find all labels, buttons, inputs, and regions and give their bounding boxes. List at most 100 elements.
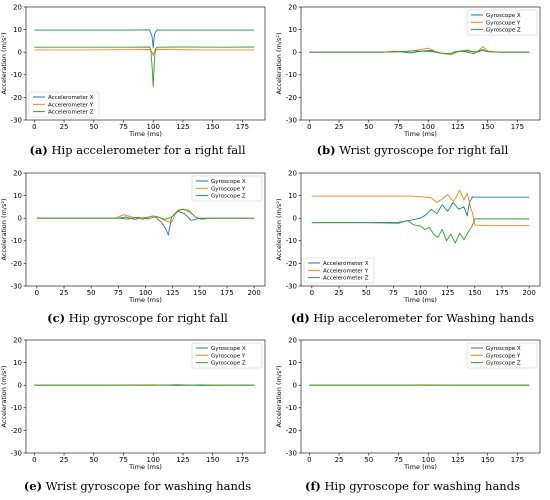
x-tick-label: 75 [394, 123, 403, 131]
x-tick-label: 175 [511, 123, 524, 131]
x-tick-label: 75 [119, 123, 128, 131]
y-tick-label: 20 [13, 3, 22, 11]
x-tick-label: 100 [422, 123, 435, 131]
legend-label: Accelerometer Z [48, 110, 94, 116]
legend-label: Gyroscope Z [211, 361, 246, 367]
y-tick-label: -30 [286, 282, 297, 290]
caption-text-f: Hip gyroscope for washing hands [324, 479, 520, 493]
y-axis-label: Acceleration (m/s²) [275, 32, 283, 94]
y-axis-label: Acceleration (m/s²) [0, 198, 8, 260]
x-tick-label: 0 [307, 123, 311, 131]
x-tick-label: 0 [32, 456, 36, 464]
y-tick-label: -10 [286, 71, 297, 79]
x-tick-label: 125 [176, 123, 189, 131]
y-tick-label: 0 [293, 49, 297, 57]
caption-a: (a) Hip accelerometer for a right fall [0, 143, 275, 157]
x-tick-label: 175 [236, 456, 249, 464]
y-tick-label: -20 [11, 94, 22, 102]
legend-label: Accelerometer Y [323, 268, 369, 274]
y-tick-label: 10 [13, 26, 22, 34]
x-tick-label: 25 [60, 456, 69, 464]
x-tick-label: 50 [364, 456, 373, 464]
legend-label: Accelerometer X [48, 95, 94, 101]
x-tick-label: 0 [307, 456, 311, 464]
x-axis-label: Time (ms) [128, 296, 162, 304]
x-tick-label: 50 [87, 289, 96, 297]
y-tick-label: -10 [286, 404, 297, 412]
y-axis-label: Acceleration (m/s²) [0, 32, 8, 94]
caption-letter-f: (f) [305, 479, 321, 493]
x-tick-label: 50 [362, 289, 371, 297]
y-tick-label: -30 [286, 116, 297, 124]
caption-text-d: Hip accelerometer for Washing hands [313, 311, 535, 325]
x-tick-label: 75 [389, 289, 398, 297]
y-tick-label: 0 [18, 215, 22, 223]
y-tick-label: 0 [18, 382, 22, 390]
caption-letter-d: (d) [290, 311, 310, 325]
x-tick-label: 0 [32, 123, 36, 131]
caption-text-a: Hip accelerometer for a right fall [51, 143, 246, 157]
x-tick-label: 175 [236, 123, 249, 131]
chart-panel-a: 20 10 0 -10 -20 -30 0 25 50 75 100 125 150 175 Time (m… [0, 0, 275, 166]
y-axis-label: Acceleration (m/s²) [275, 365, 283, 427]
x-tick-label: 175 [511, 456, 524, 464]
x-tick-label: 50 [89, 456, 98, 464]
y-tick-label: 20 [288, 336, 297, 344]
caption-text-e: Wrist gyroscope for washing hands [45, 479, 252, 493]
y-tick-label: -10 [11, 71, 22, 79]
caption-letter-b: (b) [316, 143, 336, 157]
legend-box [28, 91, 100, 118]
legend-label: Accelerometer X [323, 261, 369, 267]
x-tick-label: 125 [176, 456, 189, 464]
legend-label: Gyroscope Y [211, 186, 246, 192]
legend-label: Gyroscope Z [486, 28, 521, 34]
chart-panel-e: 20 10 0 -10 -20 -30 0 25 50 75 100 125 150 175 Time (m… [0, 333, 275, 499]
x-tick-label: 200 [247, 289, 260, 297]
y-tick-label: -30 [286, 449, 297, 457]
y-tick-label: -10 [286, 237, 297, 245]
y-tick-label: -30 [11, 282, 22, 290]
legend-label: Gyroscope Y [486, 20, 521, 26]
legend-label: Gyroscope X [211, 346, 246, 352]
x-tick-label: 25 [335, 123, 344, 131]
y-tick-label: 20 [288, 169, 297, 177]
x-tick-label: 150 [468, 289, 481, 297]
legend-label: Gyroscope X [486, 346, 521, 352]
series-line-gyroscope-x [36, 210, 255, 236]
x-tick-label: 75 [114, 289, 123, 297]
x-tick-label: 100 [414, 289, 427, 297]
y-axis-label: Acceleration (m/s²) [0, 365, 8, 427]
legend-box [191, 342, 263, 369]
caption-c: (c) Hip gyroscope for right fall [0, 311, 275, 325]
x-tick-label: 25 [60, 123, 69, 131]
x-tick-label: 0 [35, 289, 39, 297]
series-line-accelerometer-x [34, 29, 255, 49]
chart-panel-f: 20 10 0 -10 -20 -30 0 25 50 75 100 125 150 175 Time (m… [275, 333, 550, 499]
y-tick-label: 10 [13, 192, 22, 200]
x-tick-label: 175 [220, 289, 233, 297]
x-tick-label: 100 [422, 456, 435, 464]
caption-b: (b) Wrist gyroscope for right fall [275, 143, 550, 157]
x-axis-label: Time (ms) [403, 463, 437, 471]
y-tick-label: 20 [13, 169, 22, 177]
series-line-gyroscope-z [309, 49, 530, 55]
caption-letter-a: (a) [29, 143, 48, 157]
series-line-accelerometer-y [34, 49, 255, 57]
x-tick-label: 150 [481, 123, 494, 131]
x-tick-label: 125 [451, 456, 464, 464]
legend-label: Gyroscope Y [211, 353, 246, 359]
legend-label: Gyroscope Z [211, 194, 246, 200]
y-tick-label: -10 [11, 237, 22, 245]
y-tick-label: 10 [288, 192, 297, 200]
y-tick-label: 20 [13, 336, 22, 344]
x-tick-label: 200 [522, 289, 535, 297]
y-tick-label: -10 [11, 404, 22, 412]
y-tick-label: -20 [286, 94, 297, 102]
series-line-accelerometer-z [311, 218, 530, 244]
y-tick-label: 20 [288, 3, 297, 11]
x-tick-label: 125 [166, 289, 179, 297]
